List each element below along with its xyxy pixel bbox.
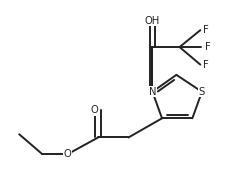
Text: N: N [149,87,156,97]
Text: F: F [203,60,209,70]
Text: F: F [205,42,211,52]
Text: O: O [90,105,98,115]
Text: F: F [203,25,209,35]
Text: O: O [64,149,72,159]
Text: OH: OH [145,15,160,26]
Text: S: S [199,87,205,97]
